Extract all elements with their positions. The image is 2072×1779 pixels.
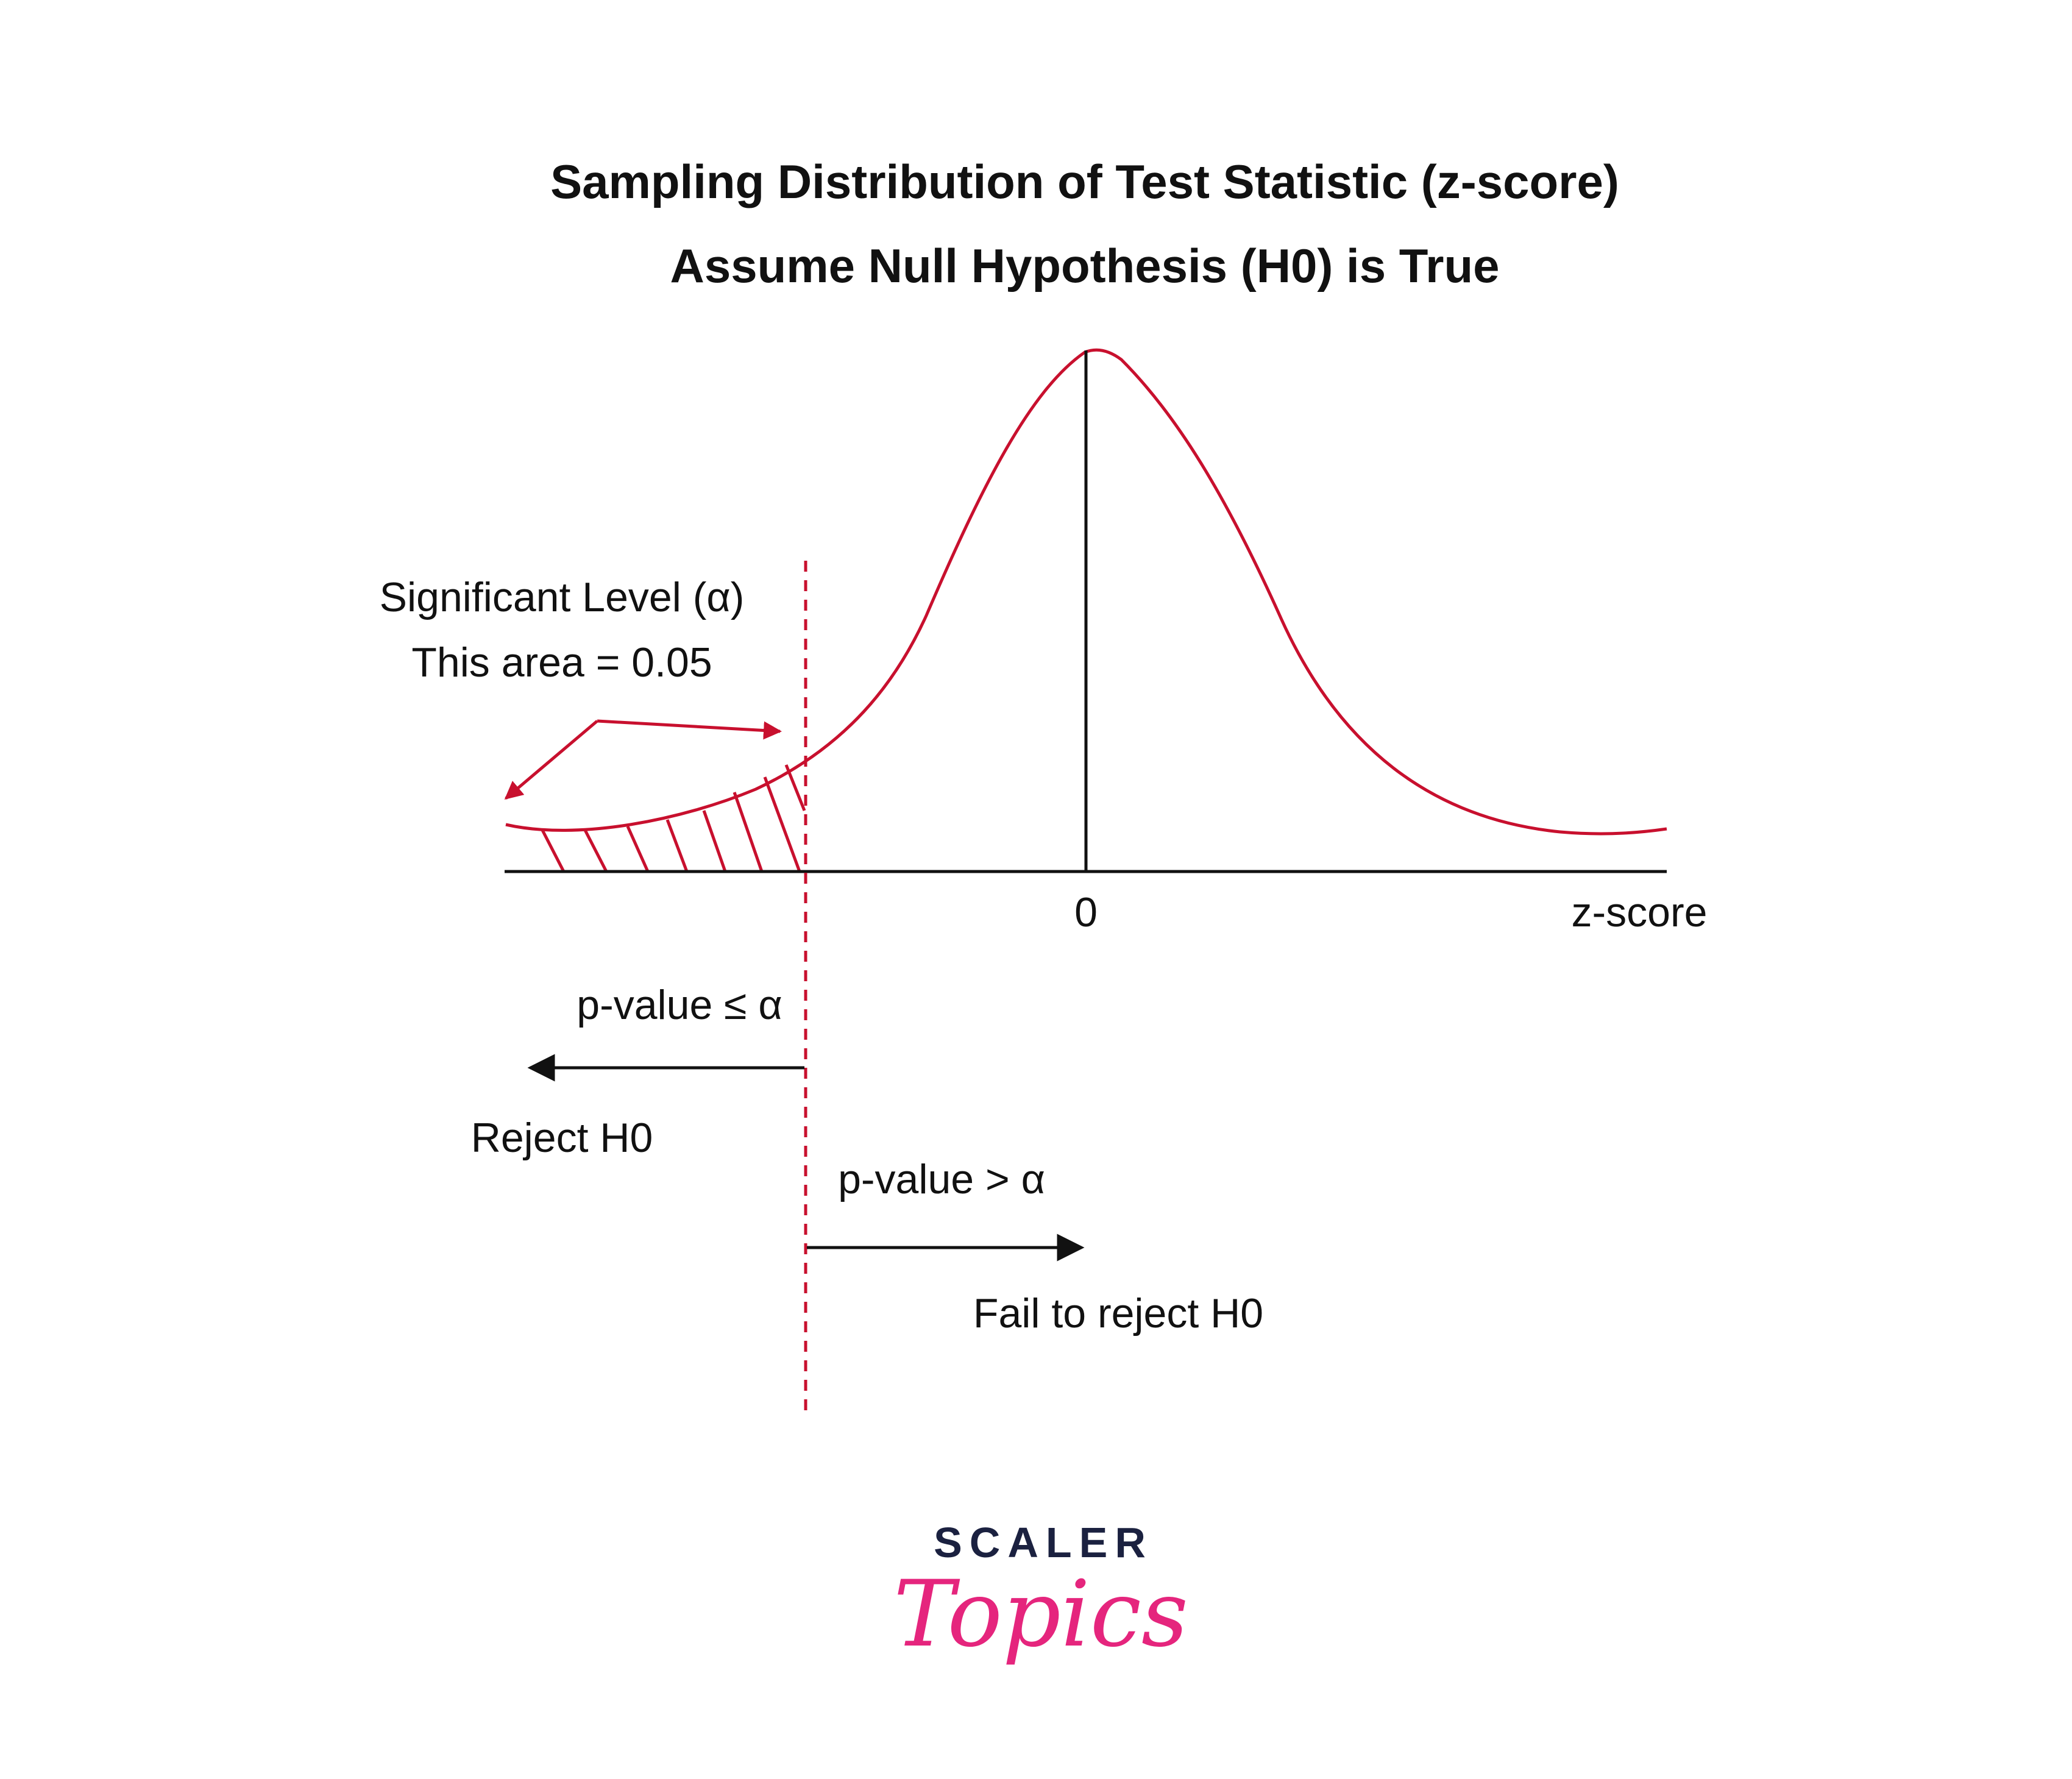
title-line-2: Assume Null Hypothesis (H0) is True	[670, 239, 1499, 293]
logo-bottom-text: Topics	[893, 1561, 1188, 1667]
logo-top-text: SCALER	[934, 1519, 1153, 1566]
area-label: This area = 0.05	[411, 639, 712, 686]
rejection-region-hatching	[541, 764, 806, 873]
bell-curve	[505, 348, 1667, 836]
x-axis-label: z-score	[1572, 889, 1708, 936]
title-line-1: Sampling Distribution of Test Statistic …	[550, 155, 1619, 208]
fail-label: Fail to reject H0	[973, 1290, 1263, 1337]
reject-condition-label: p-value ≤ α	[577, 982, 782, 1028]
reject-label: Reject H0	[471, 1115, 653, 1161]
zero-tick-label: 0	[1074, 889, 1098, 936]
significance-label: Significant Level (α)	[380, 574, 745, 620]
fail-condition-label: p-value > α	[838, 1156, 1045, 1202]
area-pointer-arrows	[504, 719, 782, 800]
scaler-topics-logo: SCALER Topics	[893, 1519, 1188, 1667]
